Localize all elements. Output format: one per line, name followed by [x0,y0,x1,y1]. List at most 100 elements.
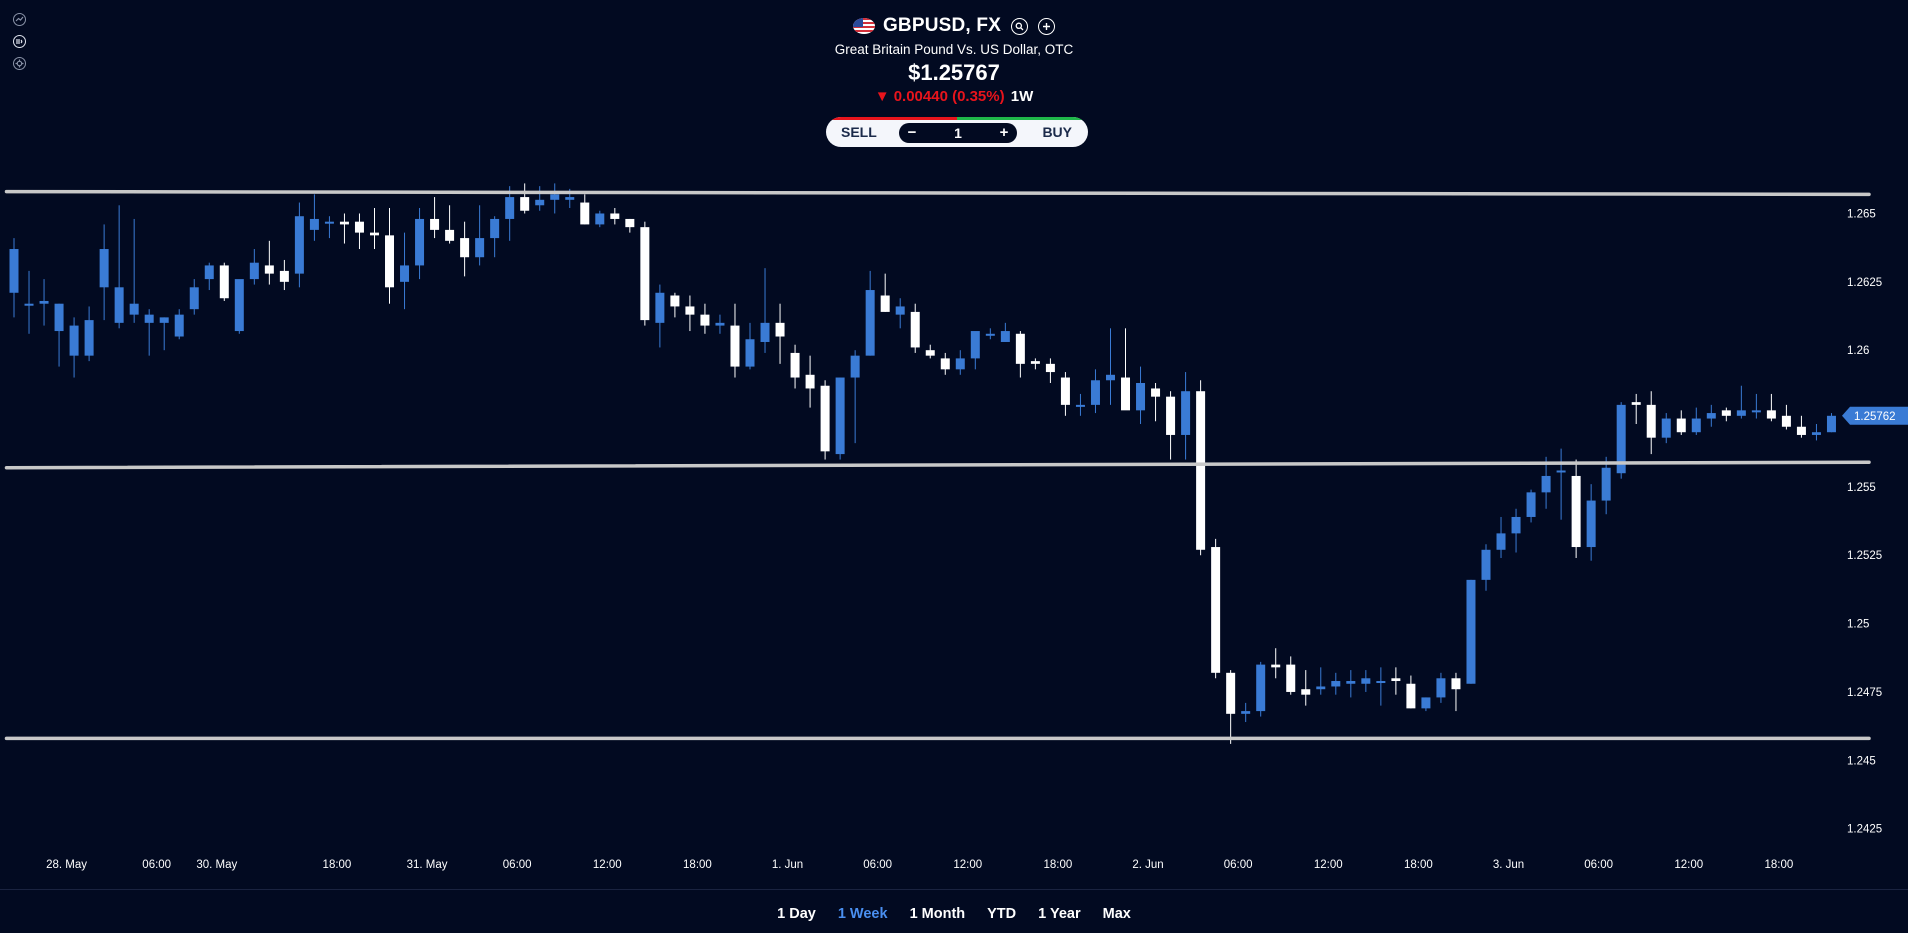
candle [490,216,500,258]
x-tick-label: 18:00 [323,859,352,871]
buy-button[interactable]: BUY [1042,124,1072,140]
x-tick-label: 30. May [196,859,237,871]
candle [430,197,440,239]
candle-body [219,265,229,299]
candle [1211,538,1221,679]
candle-body [354,221,364,233]
candle-body [580,202,590,225]
candle [1346,670,1356,698]
y-tick-label: 1.265 [1847,208,1876,220]
candle-body [655,292,665,323]
candle-body [1316,686,1326,690]
candle [880,273,890,312]
candle-body [745,339,755,367]
candle-body [1751,410,1761,413]
candle-body [1090,380,1100,405]
candle-body [1346,681,1356,684]
candle [1105,328,1115,405]
candle-body [955,358,965,370]
y-axis: 1.265 1.2625 1.26 1.255 1.2525 1.25 1.2475 1.24… [1847,208,1882,835]
candle-body [24,303,34,306]
x-tick-label: 18:00 [1044,859,1073,871]
candle-body [1526,492,1536,517]
price-chart[interactable]: 1.265 1.2625 1.26 1.255 1.2525 1.25 1.2475 1.24… [0,0,1908,889]
search-icon[interactable] [1011,17,1029,35]
candle [1286,656,1296,695]
candle-body [1586,500,1596,548]
candle-body [685,306,695,315]
candle [1526,489,1536,523]
candle [1601,456,1611,515]
candle [760,268,770,353]
candle-body [249,262,259,280]
candle-body [1166,396,1176,435]
candle-body [490,218,500,239]
candle [1826,413,1836,433]
candle-body [99,249,109,288]
settings-icon[interactable] [12,56,27,71]
candle [324,216,334,239]
sell-button[interactable]: SELL [841,124,877,140]
candle [1511,508,1521,553]
candle [1060,372,1070,416]
candle [805,355,815,408]
candle-body [1105,374,1115,381]
add-icon[interactable] [1038,17,1056,35]
candle-body [865,290,875,356]
range-1-month[interactable]: 1 Month [909,906,966,922]
candle [1451,672,1461,712]
candle-body [940,358,950,370]
range-1-day[interactable]: 1 Day [777,906,816,922]
candle [174,309,184,340]
candle [1481,544,1491,591]
price-change: ▼ 0.00440 (0.35%) [874,88,1005,105]
candle-body [880,295,890,312]
candle-body [625,218,635,228]
y-tick-label: 1.25 [1847,619,1869,631]
candle [910,303,920,353]
candle-body [460,238,470,258]
candle [1301,670,1311,706]
candle [1376,667,1386,706]
candle [415,208,425,280]
candle-body [204,265,214,280]
candle-body [1301,689,1311,695]
x-tick-label: 18:00 [1765,859,1794,871]
candle-body [475,238,485,258]
candle [1646,391,1656,455]
range-1-year[interactable]: 1 Year [1038,906,1081,922]
x-axis: 28. May 06:00 30. May 18:00 31. May 06:00 12:0… [46,859,1793,871]
candle [1496,516,1506,558]
indicator-icon[interactable] [12,34,27,49]
candle [84,306,94,362]
range-max[interactable]: Max [1102,906,1131,922]
candle-body [835,377,845,455]
candle [955,350,965,375]
trendline[interactable] [4,460,1871,470]
candle [700,303,710,334]
candle-body [1196,391,1206,550]
chart-type-icon[interactable] [12,12,27,27]
increase-quantity-button[interactable]: + [999,124,1009,141]
candle [339,213,349,244]
candle-body [1736,410,1746,416]
candle-body [595,213,605,225]
candle-body [430,218,440,230]
candle-body [805,374,815,389]
trendline[interactable] [4,189,1871,197]
candle-body [1796,426,1806,435]
footer-divider [0,889,1908,890]
candle [1811,424,1821,441]
decrease-quantity-button[interactable]: − [907,124,917,141]
candle-body [700,314,710,326]
range-ytd[interactable]: YTD [987,906,1017,922]
candle-body [1241,711,1251,714]
candle-body [1811,432,1821,435]
candle [1706,404,1716,427]
candle [460,221,470,277]
candle-body [1676,418,1686,433]
x-tick-label: 12:00 [1674,859,1703,871]
candle [39,279,49,326]
range-1-week[interactable]: 1 Week [837,906,888,922]
quantity-value[interactable]: 1 [954,125,962,141]
